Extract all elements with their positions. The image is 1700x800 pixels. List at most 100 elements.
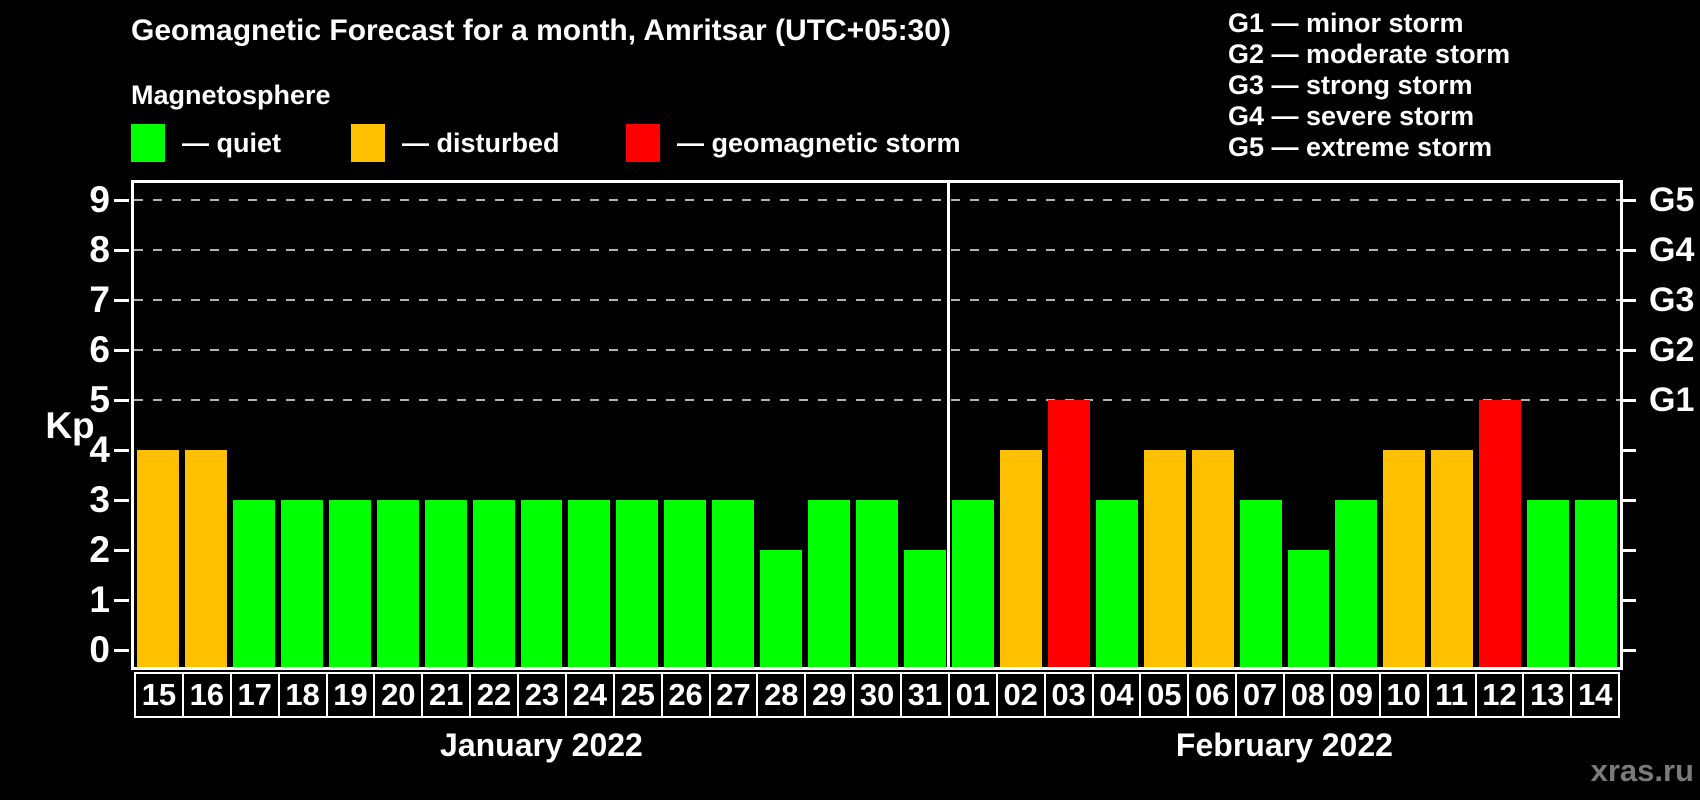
- g-legend-line-1: G1 — minor storm: [1228, 8, 1464, 38]
- magnetosphere-label: Magnetosphere: [131, 80, 331, 110]
- right-axis-tick: [1621, 599, 1636, 602]
- day-label: 11: [1426, 672, 1477, 718]
- y-tick-label: 9: [89, 179, 110, 220]
- day-column: [613, 183, 661, 667]
- gridline-kp6: [134, 349, 1620, 351]
- day-label: 15: [134, 672, 184, 718]
- day-label: 04: [1091, 672, 1142, 718]
- kp-bar-15: [137, 450, 179, 667]
- kp-bar-18: [280, 500, 323, 667]
- kp-bar-08: [1287, 550, 1330, 667]
- day-column: [134, 183, 182, 667]
- y-axis-tick: [114, 349, 129, 352]
- kp-bar-10: [1383, 450, 1426, 667]
- day-column: [1141, 183, 1189, 667]
- y-axis-tick: [114, 399, 129, 402]
- day-column: [757, 183, 805, 667]
- kp-bar-20: [376, 500, 419, 667]
- y-tick-label: 8: [89, 229, 110, 270]
- g-scale-label: G2: [1649, 331, 1695, 369]
- day-column: [1093, 183, 1141, 667]
- kp-bar-23: [520, 500, 563, 667]
- day-column: [470, 183, 518, 667]
- legend-label-quiet: — quiet: [182, 127, 281, 158]
- month-label: February 2022: [1175, 727, 1393, 763]
- day-label: 25: [612, 672, 663, 718]
- y-tick-label: 5: [89, 379, 110, 420]
- right-axis-tick: [1621, 649, 1636, 652]
- y-axis-tick: [114, 549, 129, 552]
- kp-bar-16: [184, 450, 227, 667]
- g-legend-line-4: G4 — severe storm: [1228, 101, 1475, 131]
- day-label: 24: [564, 672, 615, 718]
- day-column: [1476, 183, 1524, 667]
- kp-bar-26: [664, 500, 707, 667]
- g-scale-label: G4: [1649, 231, 1695, 269]
- watermark: xras.ru: [1590, 753, 1694, 788]
- day-label: 03: [1043, 672, 1094, 718]
- day-column: [182, 183, 230, 667]
- day-label: 27: [708, 672, 759, 718]
- kp-bar-02: [999, 450, 1042, 667]
- day-label: 09: [1330, 672, 1381, 718]
- kp-bar-09: [1335, 500, 1378, 667]
- kp-bar-01: [951, 500, 994, 667]
- right-axis-tick: [1621, 499, 1636, 502]
- day-label: 07: [1235, 672, 1285, 718]
- day-column: [946, 183, 997, 667]
- day-column: [518, 183, 566, 667]
- day-label: 26: [660, 672, 711, 718]
- kp-bar-03: [1047, 400, 1090, 667]
- legend-item-storm: — geomagnetic storm: [626, 124, 961, 162]
- day-label: 01: [947, 672, 998, 718]
- legend-swatch-disturbed-icon: [351, 124, 385, 162]
- legend-label-disturbed: — disturbed: [402, 127, 560, 158]
- gridline-kp7: [134, 299, 1620, 301]
- legend-label-storm: — geomagnetic storm: [677, 127, 961, 158]
- day-label: 29: [804, 672, 855, 718]
- g-scale-legend: G1 — minor storm G2 — moderate storm G3 …: [1228, 8, 1510, 163]
- kp-bar-30: [856, 500, 898, 667]
- day-column: [1332, 183, 1380, 667]
- day-label: 17: [229, 672, 280, 718]
- month-label: January 2022: [440, 727, 643, 763]
- day-column: [709, 183, 757, 667]
- kp-bar-25: [616, 500, 659, 667]
- day-label: 28: [756, 672, 807, 718]
- day-label: 05: [1139, 672, 1190, 718]
- y-tick-label: 4: [89, 429, 110, 470]
- right-axis-tick: [1621, 549, 1636, 552]
- day-column: [661, 183, 709, 667]
- kp-bar-29: [808, 500, 851, 667]
- right-axis-tick: [1621, 449, 1636, 452]
- kp-bar-28: [760, 550, 803, 667]
- g-legend-line-5: G5 — extreme storm: [1228, 132, 1493, 162]
- day-column: [278, 183, 326, 667]
- page-title: Geomagnetic Forecast for a month, Amrits…: [131, 14, 951, 47]
- day-label: 22: [469, 672, 519, 718]
- kp-bar-27: [712, 500, 755, 667]
- kp-bar-22: [472, 500, 515, 667]
- y-tick-label: 2: [89, 529, 110, 570]
- y-axis-title: Kp: [45, 405, 95, 446]
- day-label: 16: [181, 672, 232, 718]
- kp-bar-24: [568, 500, 611, 667]
- kp-bar-17: [232, 500, 275, 667]
- day-label: 12: [1474, 672, 1525, 718]
- y-tick-label: 6: [89, 329, 110, 370]
- g-legend-line-3: G3 — strong storm: [1228, 70, 1473, 100]
- right-axis-tick: [1621, 199, 1636, 202]
- y-axis-tick: [114, 499, 129, 502]
- day-column: [565, 183, 613, 667]
- day-label: 20: [373, 672, 424, 718]
- day-column: [1572, 183, 1620, 667]
- day-label: 08: [1283, 672, 1333, 718]
- g-legend-line-2: G2 — moderate storm: [1228, 39, 1511, 69]
- y-axis-tick: [114, 599, 129, 602]
- bars-layer: [134, 183, 1620, 667]
- day-label: 31: [900, 672, 950, 718]
- y-tick-label: 0: [89, 629, 110, 670]
- y-tick-label: 3: [89, 479, 110, 520]
- day-label: 02: [995, 672, 1046, 718]
- kp-bar-07: [1239, 500, 1282, 667]
